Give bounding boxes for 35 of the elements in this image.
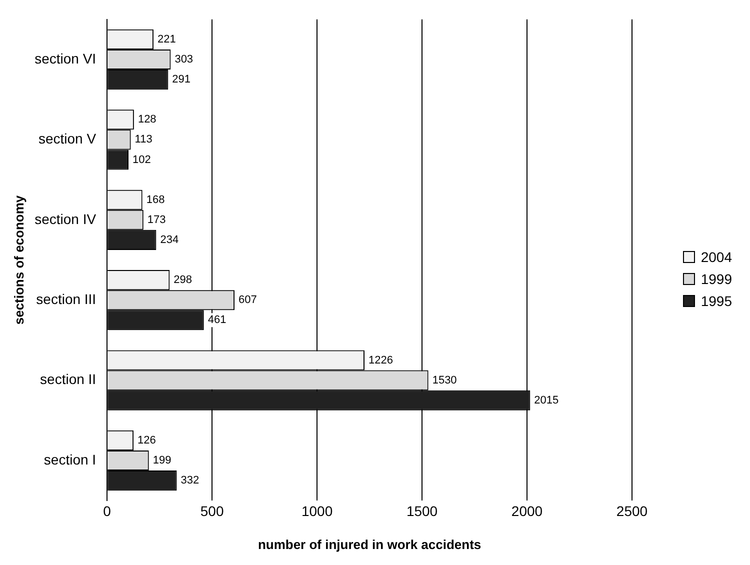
data-label: 199 <box>152 454 172 467</box>
data-label: 173 <box>147 214 166 226</box>
data-label: 298 <box>174 274 192 286</box>
data-label: 332 <box>180 474 200 487</box>
data-label: 461 <box>208 314 226 326</box>
x-tick-label: 0 <box>103 502 112 519</box>
legend-label: 1999 <box>700 271 732 287</box>
x-tick-label: 2000 <box>511 502 543 519</box>
data-label: 303 <box>174 54 194 66</box>
data-label: 1530 <box>432 374 457 386</box>
y-tick-label: section II <box>40 371 96 388</box>
data-label: 168 <box>146 194 165 206</box>
x-tick-label: 1500 <box>406 502 438 519</box>
data-label: 113 <box>134 134 152 146</box>
data-label: 234 <box>160 234 179 246</box>
x-tick-label: 1000 <box>301 502 333 519</box>
data-label: 607 <box>238 294 257 306</box>
y-tick-label: section III <box>36 290 96 307</box>
legend-label: 1995 <box>700 293 732 309</box>
y-tick-label: section V <box>38 130 97 147</box>
x-axis-title: number of injured in work accidents <box>258 536 482 552</box>
data-label: 291 <box>172 74 191 86</box>
y-tick-label: section I <box>44 451 96 468</box>
data-label: 221 <box>157 33 176 46</box>
data-label: 1226 <box>368 354 393 366</box>
y-tick-label: section VI <box>34 50 96 66</box>
x-tick-label: 2500 <box>616 502 648 519</box>
x-tick-label: 500 <box>200 502 224 519</box>
text: 2004 <box>700 249 732 265</box>
y-tick-label: section IV <box>34 210 97 227</box>
data-label: 128 <box>138 114 156 126</box>
data-label: 126 <box>138 434 156 446</box>
data-label: 102 <box>132 154 151 166</box>
y-axis-title: sections of economy <box>11 194 26 325</box>
data-label: 2015 <box>534 394 559 406</box>
